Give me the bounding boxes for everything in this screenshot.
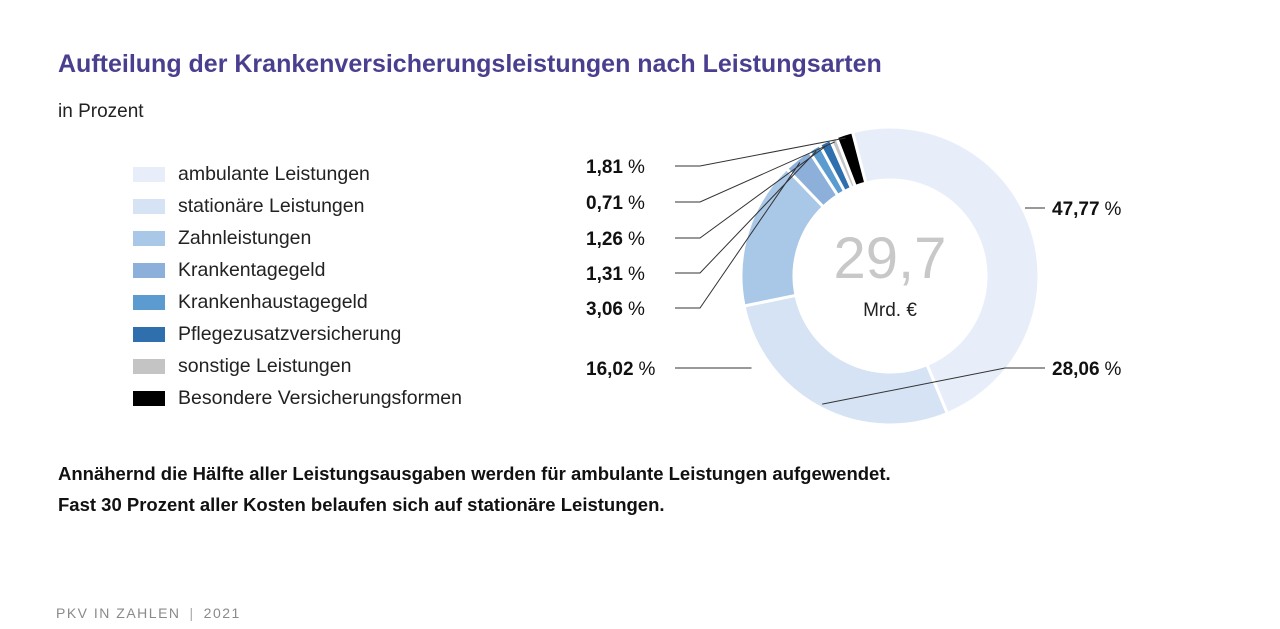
leader-line-krankentagegeld	[675, 162, 801, 309]
donut-slice-ambulante-leistungen	[850, 125, 1041, 416]
leader-line-pflegezusatzversicherung	[675, 145, 827, 239]
value-label-sonstige-leistungen: 0,71%	[586, 193, 645, 214]
value-label-pflegezusatzversicherung: 1,26%	[586, 229, 645, 250]
legend-item-pflegezusatzversicherung: Pflegezusatzversicherung	[133, 318, 462, 350]
value-label-zahnleistungen: 16,02%	[586, 359, 656, 380]
footer-year: 2021	[203, 605, 241, 621]
page-subtitle: in Prozent	[58, 101, 144, 122]
value-label-besondere-versicherungsformen: 1,81%	[586, 157, 645, 178]
donut-slice-besondere-versicherungsformen	[834, 129, 868, 189]
legend-swatch	[133, 230, 165, 246]
legend-swatch	[133, 166, 165, 182]
legend-item-krankentagegeld: Krankentagegeld	[133, 254, 462, 286]
summary-line-2: Fast 30 Prozent aller Kosten belaufen si…	[58, 494, 665, 515]
chart-center-total: 29,7	[833, 226, 947, 291]
value-label-stationaere-leistungen: 28,06%	[1052, 359, 1122, 380]
legend-swatch	[133, 390, 165, 406]
footer-publication: PKV IN ZAHLEN	[56, 605, 181, 621]
page-footer: PKV IN ZAHLEN | 2021	[56, 605, 241, 621]
page-title: Aufteilung der Krankenversicherungsleist…	[58, 50, 882, 78]
value-label-krankentagegeld: 3,06%	[586, 299, 645, 320]
legend-swatch	[133, 358, 165, 374]
leader-line-stationaere-leistungen	[822, 367, 1045, 405]
legend-item-sonstige-leistungen: sonstige Leistungen	[133, 350, 462, 382]
legend-swatch	[133, 262, 165, 278]
legend-label: Besondere Versicherungsformen	[178, 386, 462, 409]
value-label-krankenhaustagegeld: 1,31%	[586, 264, 645, 285]
legend-item-besondere-versicherungsformen: Besondere Versicherungsformen	[133, 382, 462, 414]
legend-label: Pflegezusatzversicherung	[178, 322, 402, 345]
legend-swatch	[133, 198, 165, 214]
legend-label: Krankenhaustagegeld	[178, 290, 368, 313]
leader-line-besondere-versicherungsformen	[675, 137, 846, 167]
legend-item-stationaere-leistungen: stationäre Leistungen	[133, 190, 462, 222]
leader-line-krankenhaustagegeld	[675, 150, 817, 274]
legend-label: Zahnleistungen	[178, 226, 312, 249]
chart-legend: ambulante Leistungen stationäre Leistunge…	[133, 158, 462, 414]
donut-chart-svg: 47,77 % 28,06 % 16,02 % 3,06 % 1,31 % 1,26 % 0,71 % 1,…	[586, 125, 1122, 427]
summary-text: Annähernd die Hälfte aller Leistungsausg…	[58, 458, 891, 520]
donut-chart: 47,77% 28,06% 16,02% 3,06% 1,31% 1,26% 0,71% 1,…	[560, 110, 1200, 440]
legend-label: Krankentagegeld	[178, 258, 326, 281]
legend-label: sonstige Leistungen	[178, 354, 352, 377]
value-label-ambulante-leistungen: 47,77%	[1052, 199, 1122, 220]
donut-slice-stationaere-leistungen	[742, 293, 950, 427]
legend-item-zahnleistungen: Zahnleistungen	[133, 222, 462, 254]
legend-swatch	[133, 294, 165, 310]
summary-line-1: Annähernd die Hälfte aller Leistungsausg…	[58, 463, 891, 484]
legend-swatch	[133, 326, 165, 342]
footer-separator: |	[189, 605, 195, 621]
legend-item-krankenhaustagegeld: Krankenhaustagegeld	[133, 286, 462, 318]
legend-item-ambulante-leistungen: ambulante Leistungen	[133, 158, 462, 190]
legend-label: ambulante Leistungen	[178, 162, 370, 185]
leader-line-sonstige-leistungen	[675, 141, 835, 203]
legend-label: stationäre Leistungen	[178, 194, 365, 217]
chart-center-unit: Mrd. €	[863, 300, 917, 321]
